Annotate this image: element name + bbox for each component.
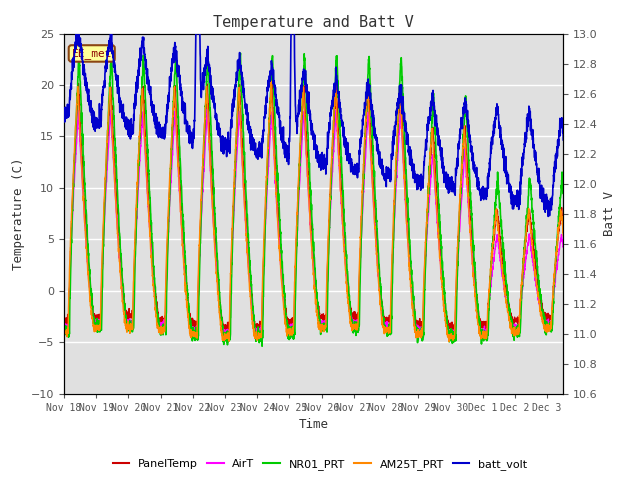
AirT	[445, 332, 452, 338]
PanelTemp	[252, 325, 259, 331]
Line: NR01_PRT: NR01_PRT	[64, 51, 563, 346]
PanelTemp	[147, 229, 154, 235]
batt_volt	[550, 173, 557, 179]
NR01_PRT	[252, 334, 259, 340]
batt_volt	[496, 123, 504, 129]
batt_volt	[117, 107, 125, 113]
AM25T_PRT	[60, 323, 68, 329]
AirT	[252, 329, 259, 335]
batt_volt	[147, 95, 155, 100]
AirT	[204, 106, 211, 112]
Legend: PanelTemp, AirT, NR01_PRT, AM25T_PRT, batt_volt: PanelTemp, AirT, NR01_PRT, AM25T_PRT, ba…	[108, 455, 532, 474]
AM25T_PRT	[559, 233, 567, 239]
batt_volt	[72, 31, 80, 36]
NR01_PRT	[273, 178, 281, 183]
AirT	[550, 291, 557, 297]
PanelTemp	[273, 190, 281, 195]
batt_volt	[559, 137, 567, 143]
AM25T_PRT	[496, 245, 504, 251]
X-axis label: Time: Time	[299, 418, 328, 431]
AirT	[147, 238, 154, 243]
AM25T_PRT	[268, 78, 275, 84]
AirT	[559, 244, 567, 250]
NR01_PRT	[559, 191, 567, 196]
NR01_PRT	[117, 254, 125, 260]
Line: batt_volt: batt_volt	[64, 34, 563, 216]
Line: AirT: AirT	[64, 109, 563, 335]
batt_volt	[60, 105, 68, 110]
AM25T_PRT	[550, 282, 557, 288]
AM25T_PRT	[147, 245, 154, 251]
PanelTemp	[559, 217, 567, 223]
NR01_PRT	[550, 285, 557, 291]
Text: EE_met: EE_met	[72, 48, 112, 59]
PanelTemp	[550, 286, 557, 291]
PanelTemp	[117, 264, 125, 270]
AM25T_PRT	[273, 211, 281, 216]
NR01_PRT	[60, 326, 68, 332]
AM25T_PRT	[252, 333, 259, 338]
PanelTemp	[451, 330, 458, 336]
AirT	[60, 323, 68, 329]
PanelTemp	[60, 319, 68, 325]
batt_volt	[545, 214, 552, 219]
AM25T_PRT	[445, 339, 452, 345]
AirT	[273, 211, 281, 216]
NR01_PRT	[259, 343, 266, 349]
Line: AM25T_PRT: AM25T_PRT	[64, 81, 563, 342]
batt_volt	[273, 101, 281, 107]
AirT	[496, 253, 504, 259]
NR01_PRT	[76, 48, 83, 54]
Y-axis label: Temperature (C): Temperature (C)	[12, 157, 26, 270]
Title: Temperature and Batt V: Temperature and Batt V	[213, 15, 414, 30]
AirT	[117, 274, 125, 279]
Y-axis label: Batt V: Batt V	[604, 191, 616, 236]
AM25T_PRT	[117, 278, 125, 284]
NR01_PRT	[496, 200, 504, 206]
batt_volt	[252, 148, 259, 154]
NR01_PRT	[147, 211, 155, 217]
Line: PanelTemp: PanelTemp	[64, 80, 563, 333]
PanelTemp	[332, 77, 340, 83]
PanelTemp	[496, 237, 504, 242]
